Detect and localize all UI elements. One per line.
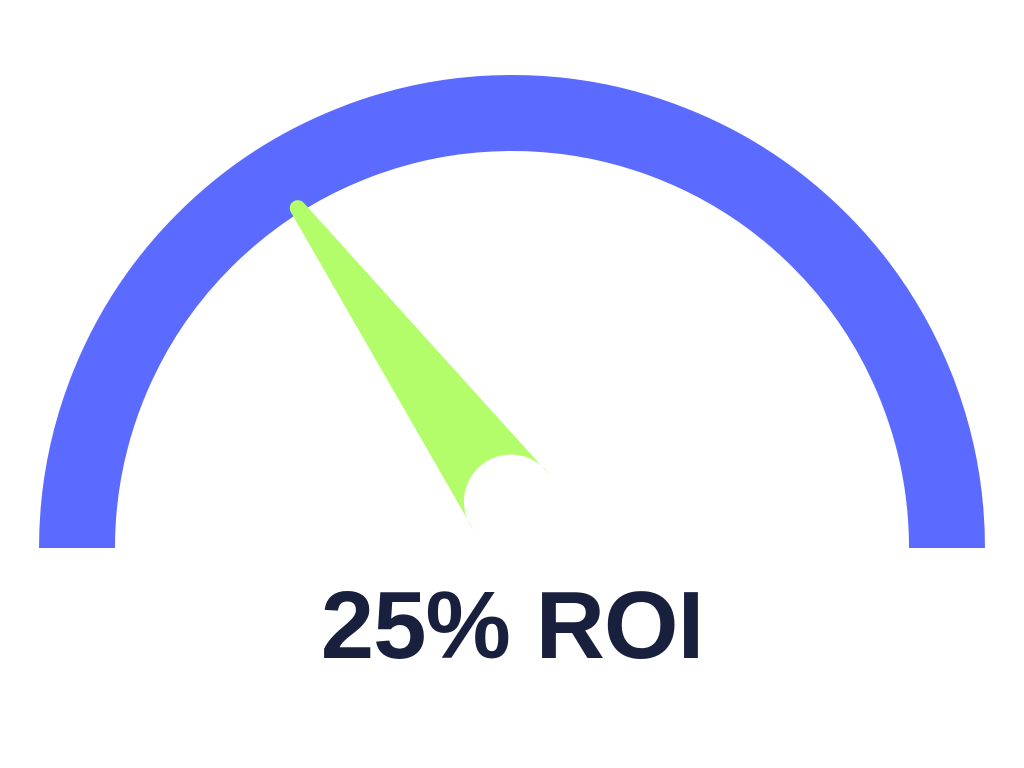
gauge-needle — [289, 200, 550, 531]
gauge-arc — [39, 75, 985, 549]
gauge-value-label: 25% ROI — [320, 572, 704, 679]
